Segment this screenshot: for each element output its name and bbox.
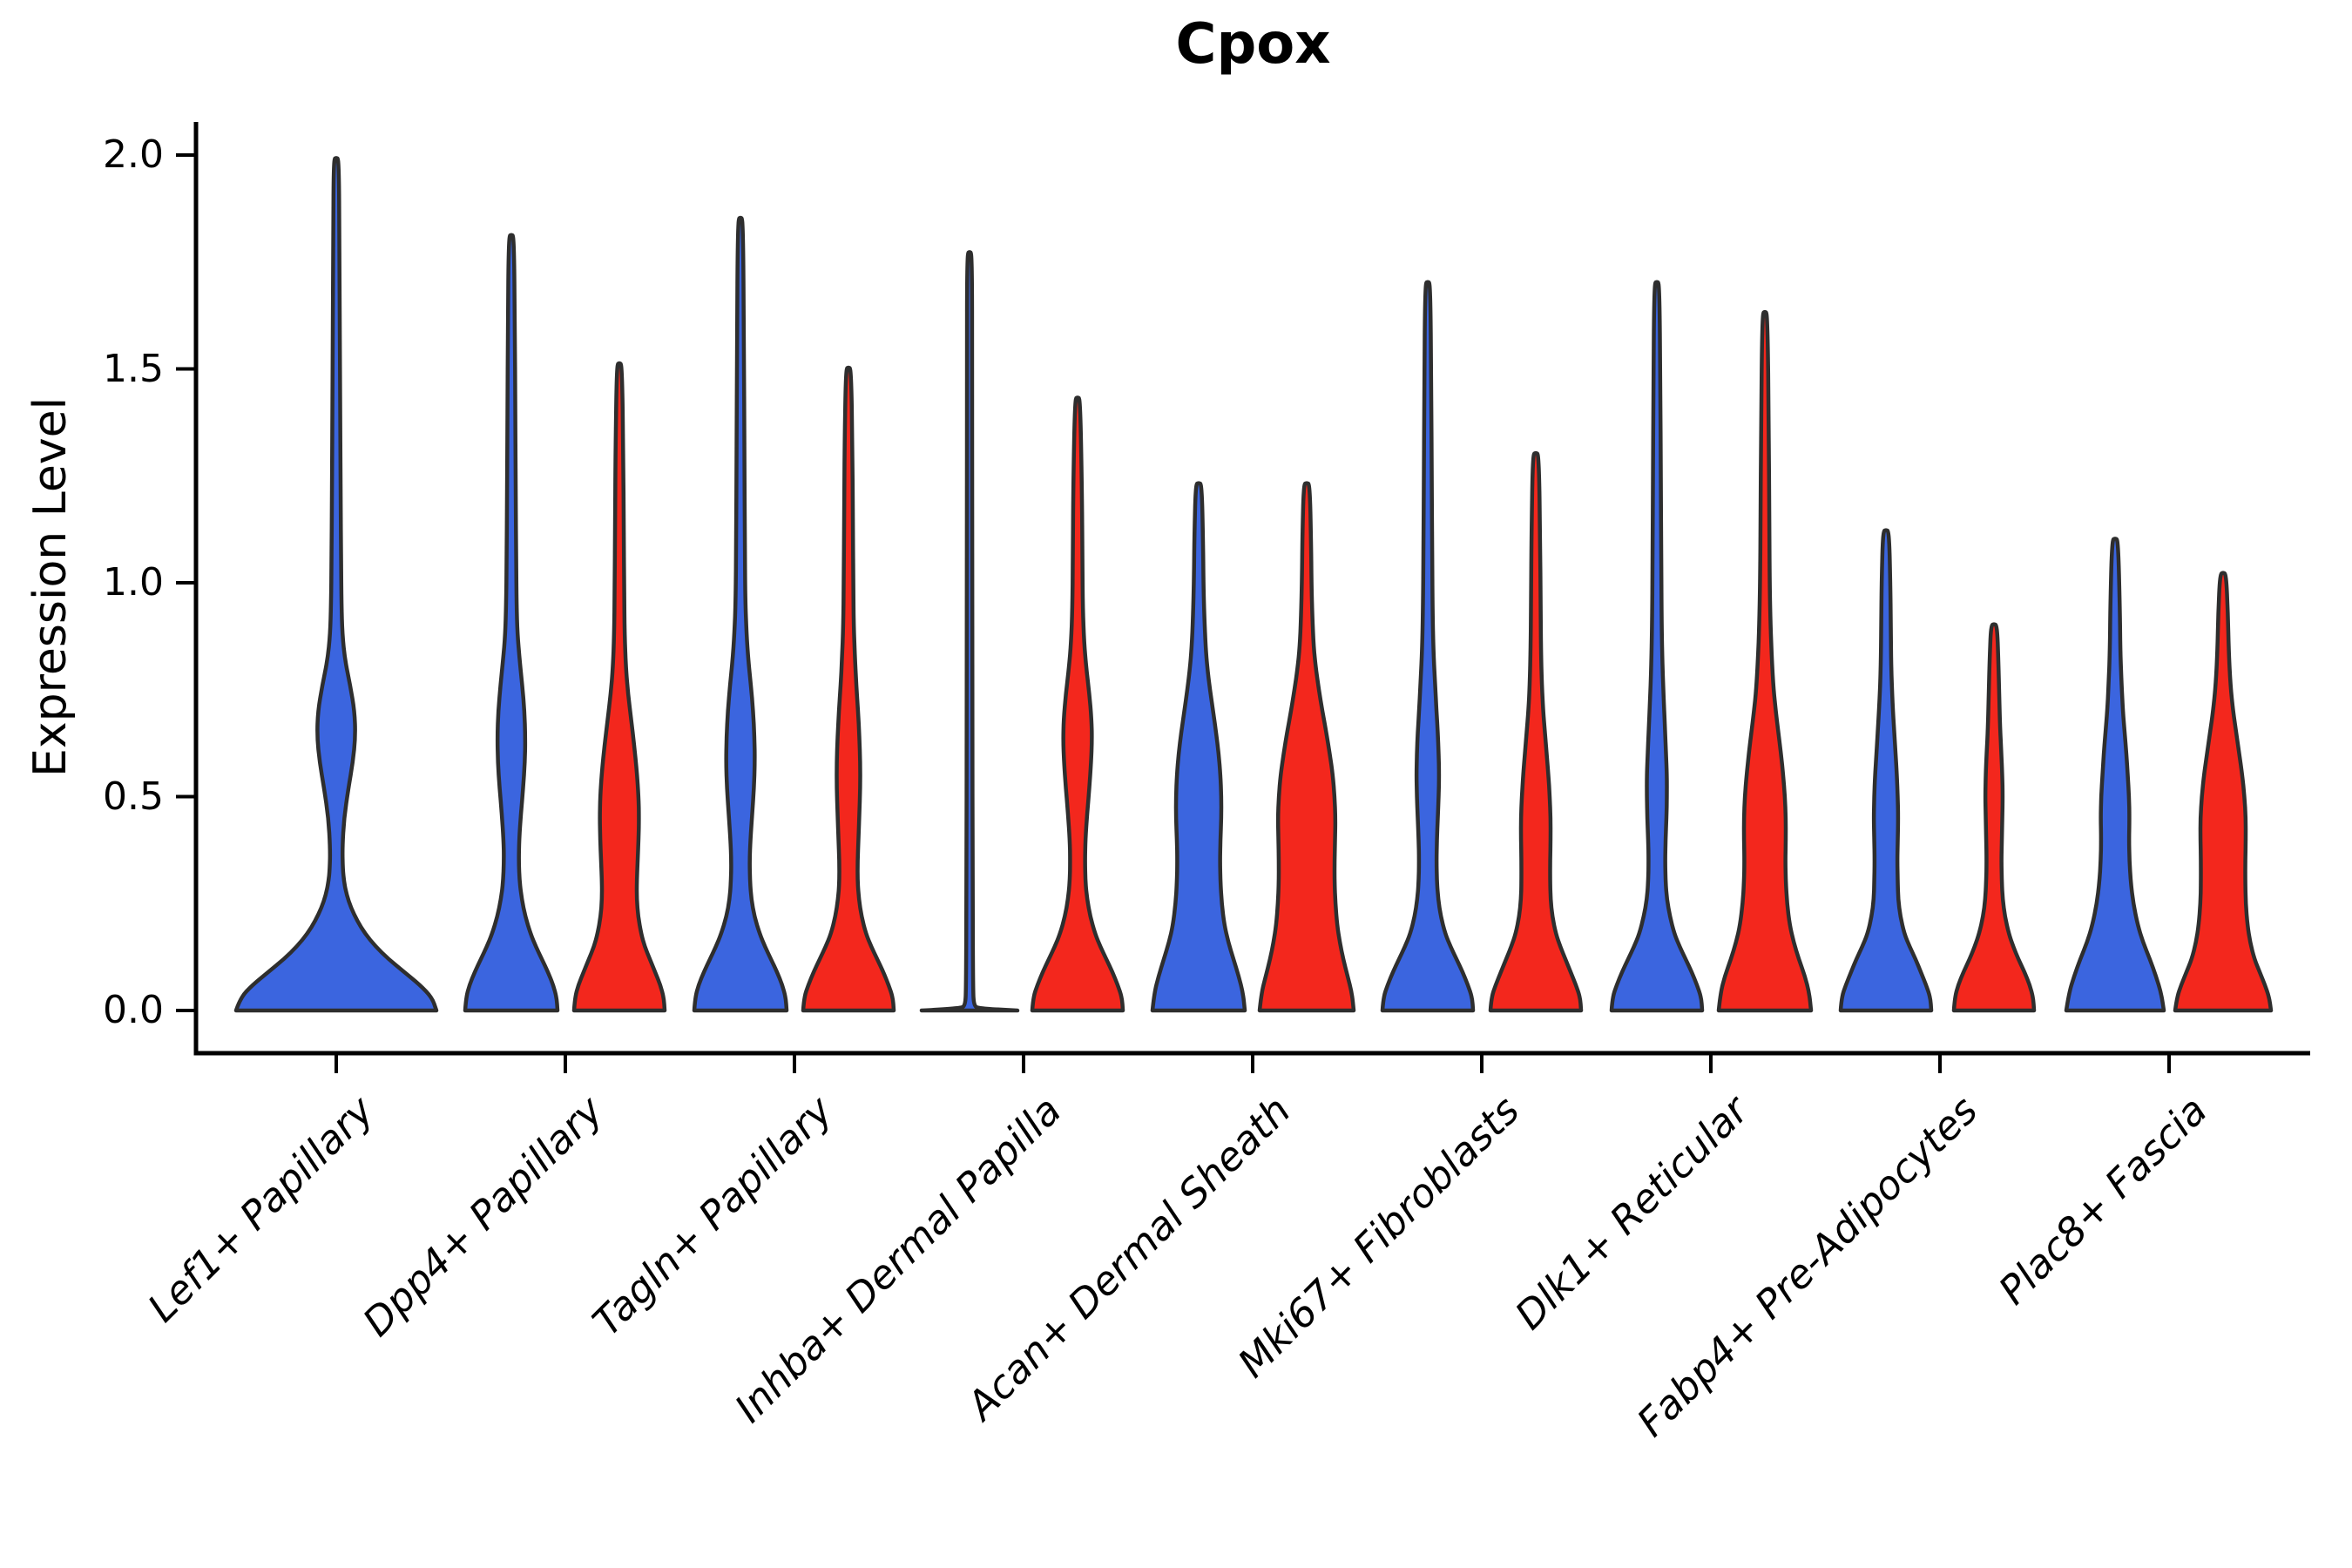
- violin-inhba-dermal-papilla-red: [1030, 395, 1125, 1013]
- y-tick-label: 2.0: [103, 132, 164, 177]
- violin-dlk1-reticular-red: [1716, 309, 1814, 1013]
- y-tick-label: 0.0: [103, 988, 164, 1032]
- violin-dlk1-reticular-blue: [1609, 280, 1705, 1013]
- violin-acan-dermal-sheath-red: [1257, 481, 1356, 1013]
- violin-mki67-fibroblasts-blue: [1380, 280, 1476, 1013]
- violin-dpp4-papillary-red: [571, 361, 667, 1013]
- violin-lef1-papillary-blue: [233, 156, 439, 1013]
- violin-plac8-fascia-blue: [2064, 537, 2166, 1013]
- y-axis-label: Expression Level: [24, 396, 77, 778]
- violin-fabp4-pre-adipocytes-red: [1951, 622, 2037, 1013]
- violin-tagln-papillary-blue: [692, 215, 789, 1013]
- y-tick-label: 1.5: [103, 346, 164, 391]
- violin-acan-dermal-sheath-blue: [1150, 481, 1247, 1013]
- violin-inhba-dermal-papilla-blue: [919, 250, 1020, 1013]
- chart-title: Cpox: [1175, 12, 1331, 77]
- violin-mki67-fibroblasts-red: [1488, 450, 1584, 1013]
- violin-tagln-papillary-red: [801, 365, 896, 1013]
- violin-plac8-fascia-red: [2173, 571, 2274, 1013]
- y-tick-label: 1.0: [103, 560, 164, 605]
- y-tick-label: 0.5: [103, 774, 164, 819]
- violin-fabp4-pre-adipocytes-blue: [1838, 528, 1934, 1013]
- violin-dpp4-papillary-blue: [463, 233, 560, 1013]
